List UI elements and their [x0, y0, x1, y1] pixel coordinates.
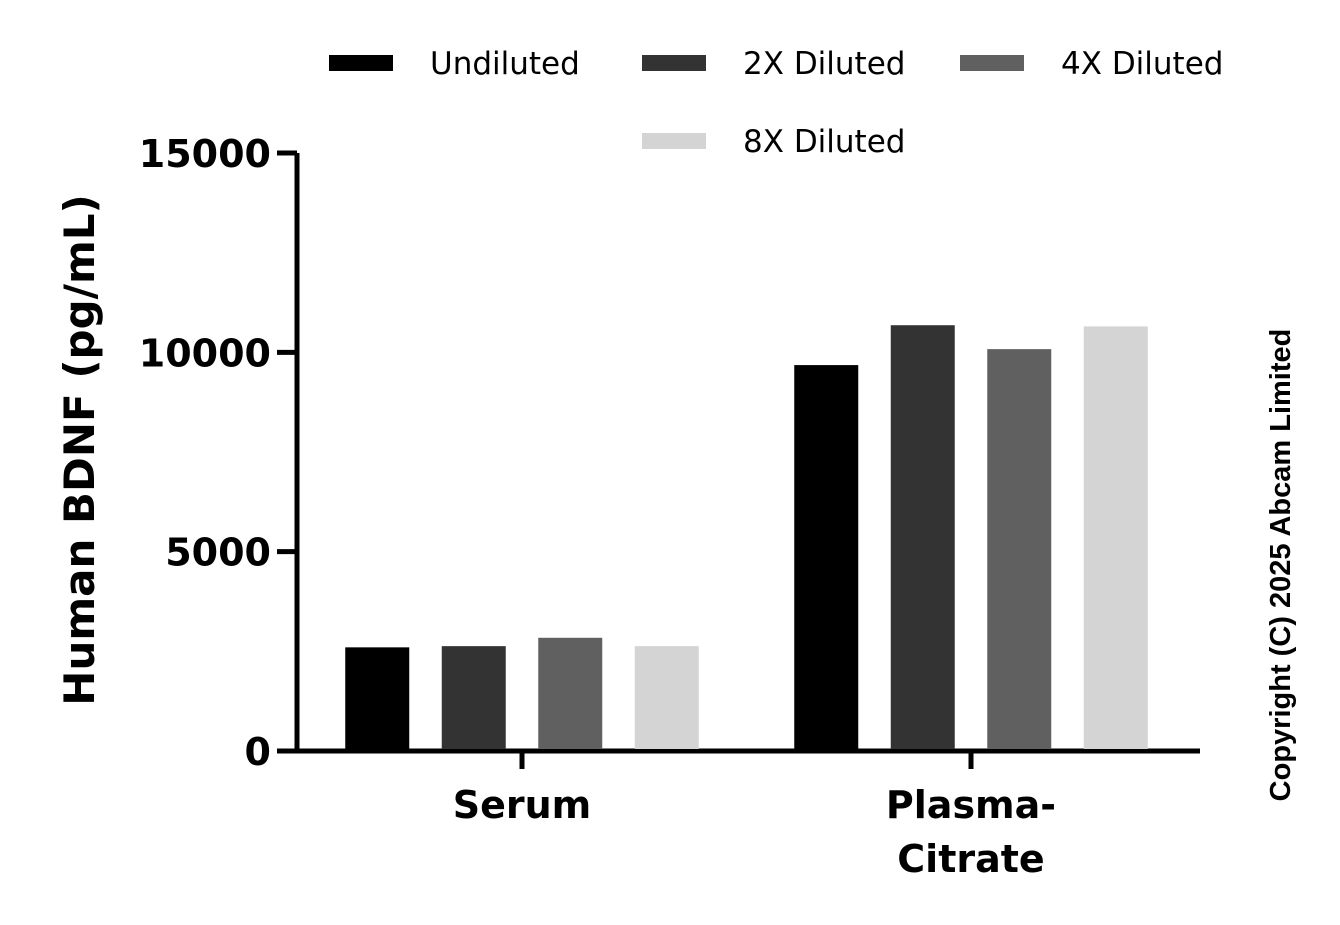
legend-label: 2X Diluted [743, 46, 905, 82]
bar-undiluted-0 [345, 647, 410, 749]
bar-4x-diluted-1 [987, 349, 1052, 749]
legend-swatch [960, 55, 1024, 71]
legend-label: 4X Diluted [1061, 46, 1223, 82]
bar-undiluted-1 [794, 365, 859, 749]
legend: Undiluted 2X Diluted 4X Diluted 8X Diluted [329, 46, 1223, 160]
y-axis: 0 5000 10000 15000 [139, 132, 300, 774]
y-tick-label: 5000 [165, 531, 271, 575]
x-category-label: Citrate [897, 837, 1044, 881]
legend-label: 8X Diluted [743, 124, 905, 160]
bar-4x-diluted-0 [538, 637, 603, 749]
y-tick-label: 15000 [139, 132, 271, 176]
bar-2x-diluted-0 [441, 646, 506, 749]
legend-label: Undiluted [430, 46, 580, 82]
legend-swatch [642, 133, 706, 149]
x-axis: Serum Plasma- Citrate [295, 748, 1200, 881]
bar-8x-diluted-0 [634, 646, 699, 749]
x-category-label: Plasma- [886, 783, 1056, 827]
y-tick-label: 0 [245, 730, 271, 774]
bar-8x-diluted-1 [1083, 326, 1148, 749]
y-tick-label: 10000 [139, 331, 271, 375]
bars [345, 325, 1148, 749]
legend-swatch [642, 55, 706, 71]
x-category-label: Serum [453, 783, 592, 827]
copyright-notice: Copyright (C) 2025 Abcam Limited [1265, 329, 1297, 802]
bar-2x-diluted-1 [890, 325, 955, 749]
legend-swatch [329, 55, 393, 71]
y-axis-label: Human BDNF (pg/mL) [55, 194, 104, 705]
